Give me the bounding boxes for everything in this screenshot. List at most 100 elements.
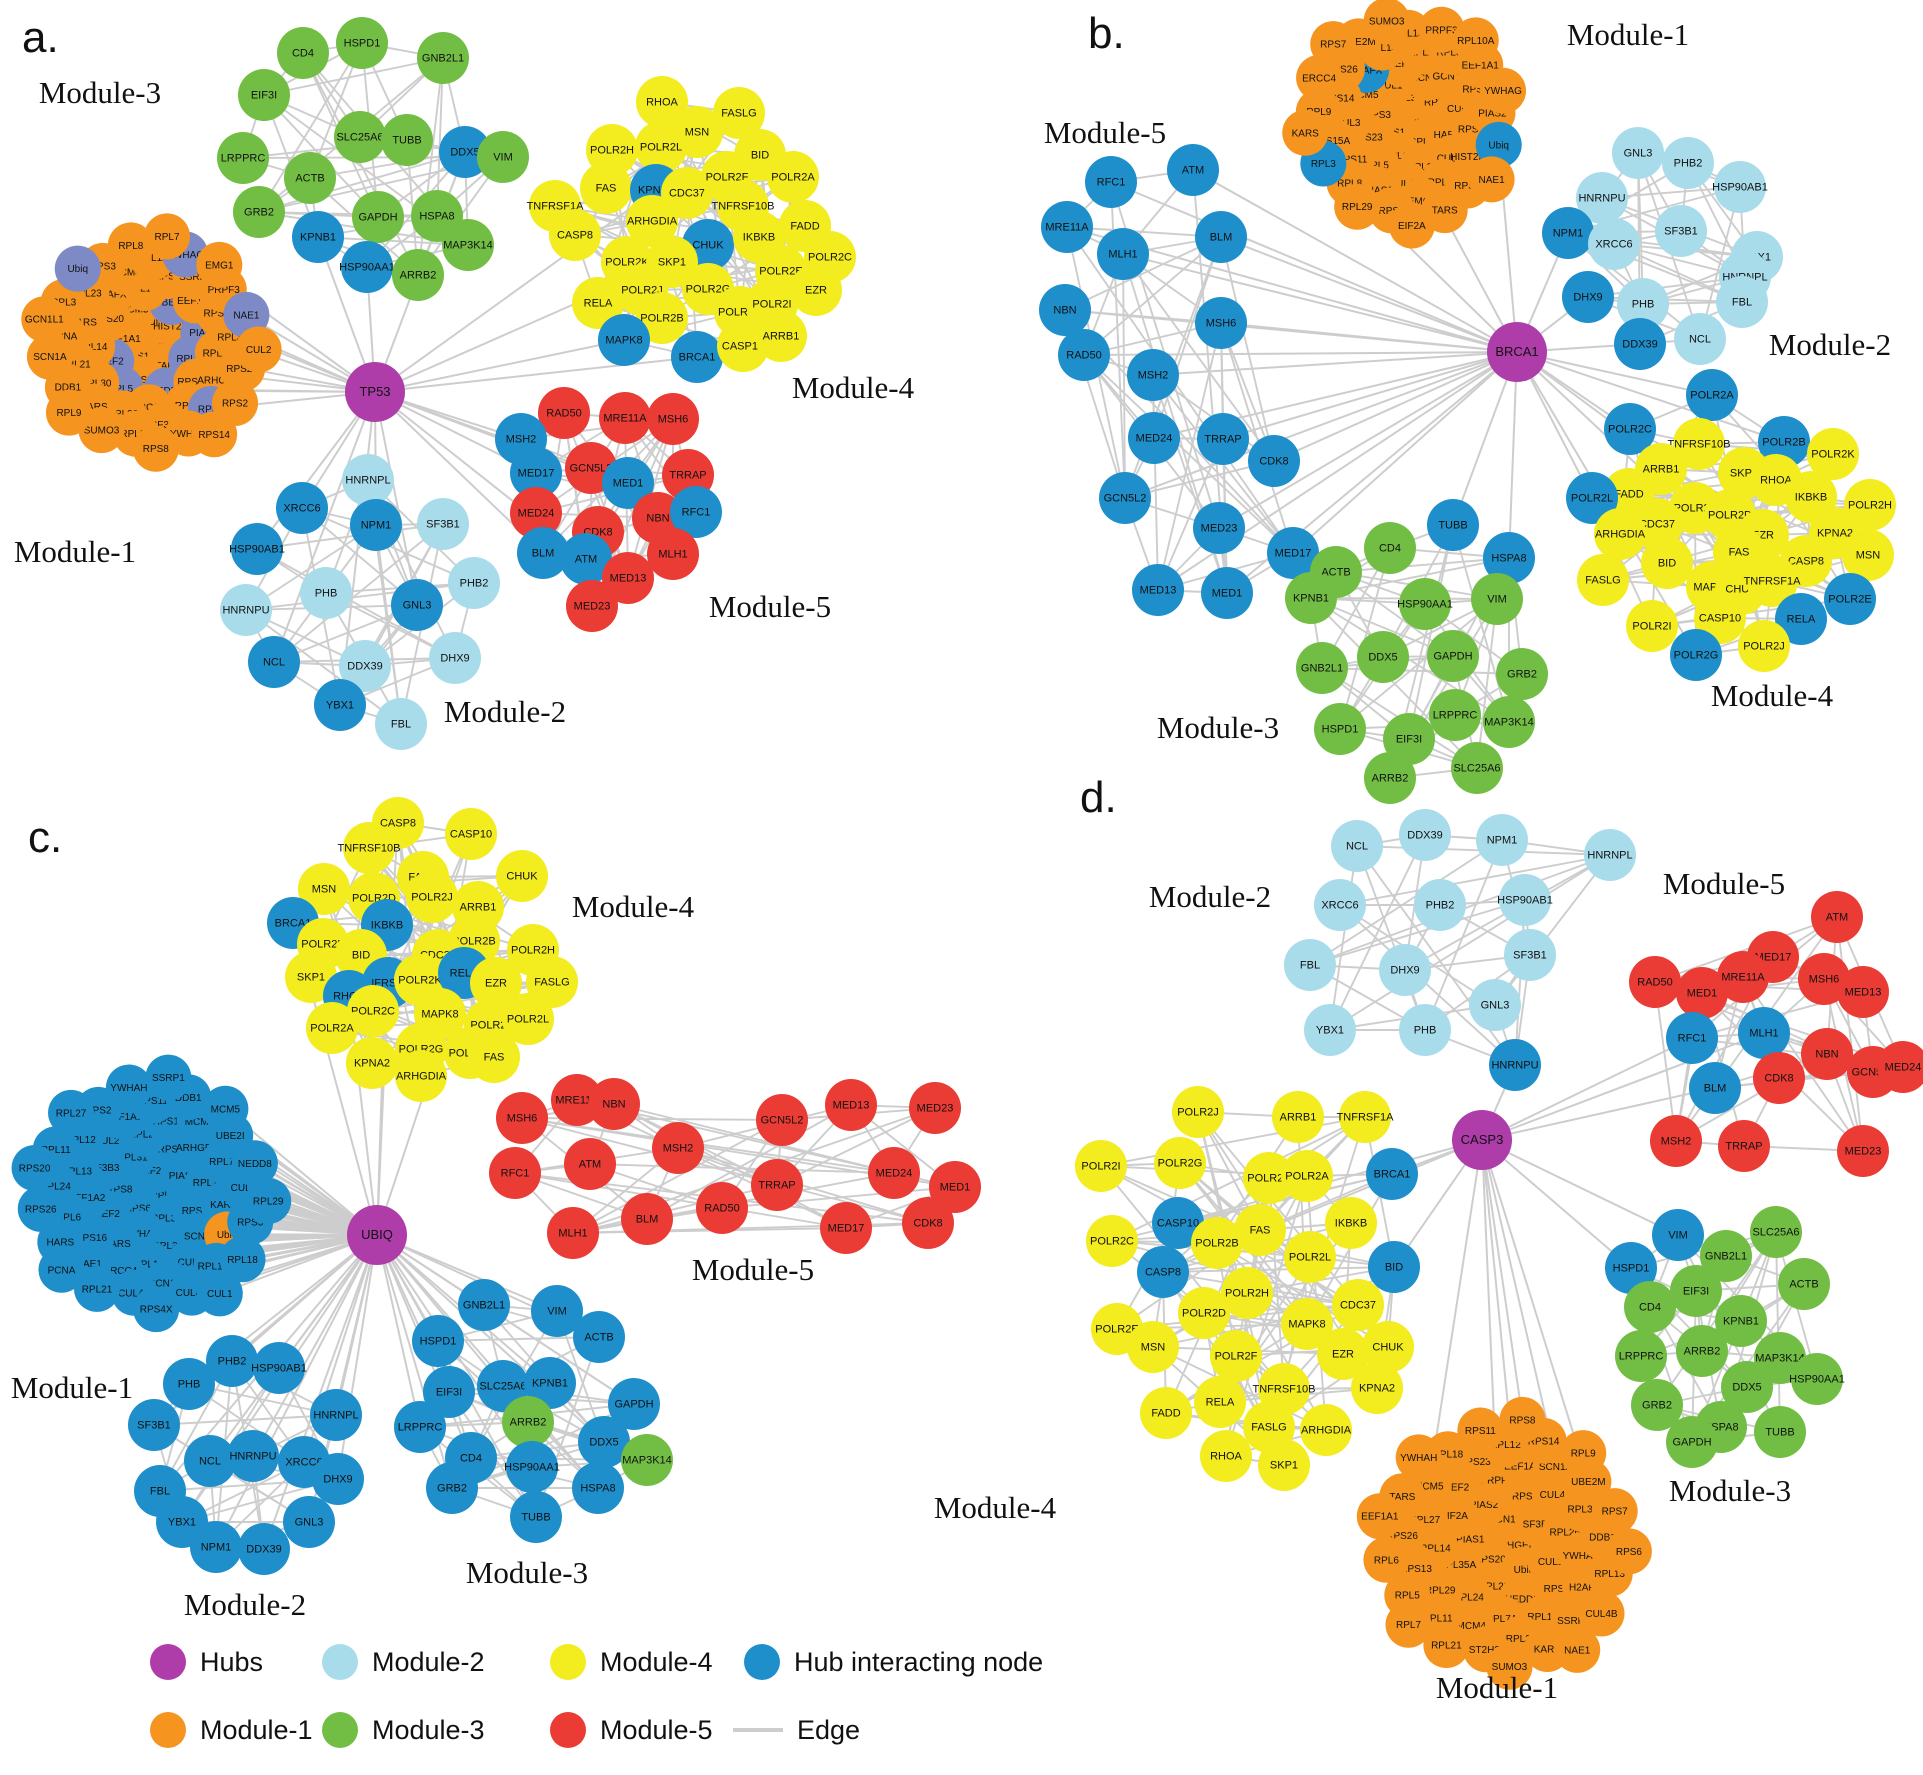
- node-DHX9[interactable]: DHX9: [1379, 944, 1431, 996]
- node-ARRB1[interactable]: ARRB1: [755, 310, 807, 362]
- node-MSN[interactable]: MSN: [1127, 1321, 1179, 1373]
- node-Ubiq[interactable]: Ubiq: [1475, 121, 1522, 168]
- node-POLR2J[interactable]: POLR2J: [1738, 620, 1790, 672]
- node-ATM[interactable]: ATM: [1167, 144, 1219, 196]
- node-MSH2[interactable]: MSH2: [1127, 349, 1179, 401]
- node-XRCC6[interactable]: XRCC6: [1588, 218, 1640, 270]
- node-MED23[interactable]: MED23: [1837, 1125, 1889, 1177]
- node-POLR2L[interactable]: POLR2L: [635, 121, 687, 173]
- node-YWHAH[interactable]: YWHAH: [1395, 1434, 1442, 1481]
- node-MCM5[interactable]: MCM5: [202, 1085, 249, 1132]
- node-FAS[interactable]: FAS: [580, 162, 632, 214]
- node-RPL7[interactable]: RPL7: [144, 213, 191, 260]
- node-ATM[interactable]: ATM: [560, 533, 612, 585]
- node-MLH1[interactable]: MLH1: [547, 1207, 599, 1259]
- node-NCL[interactable]: NCL: [1674, 313, 1726, 365]
- node-TRRAP[interactable]: TRRAP: [1718, 1120, 1770, 1172]
- node-HSP90AA1[interactable]: HSP90AA1: [1397, 578, 1453, 630]
- node-RPL10A[interactable]: RPL10A: [1452, 17, 1499, 64]
- node-NAE1[interactable]: NAE1: [1554, 1626, 1601, 1673]
- node-YBX1[interactable]: YBX1: [314, 679, 366, 731]
- node-RPL29[interactable]: RPL29: [1334, 183, 1381, 230]
- node-GNL3[interactable]: GNL3: [391, 579, 443, 631]
- node-POLR2G[interactable]: POLR2G: [1154, 1137, 1206, 1189]
- node-KPNA2[interactable]: KPNA2: [346, 1037, 398, 1089]
- node-HNRNPL[interactable]: HNRNPL: [342, 454, 394, 506]
- node-BRCA1[interactable]: BRCA1: [671, 331, 723, 383]
- node-NPM1[interactable]: NPM1: [350, 499, 402, 551]
- node-FASLG[interactable]: FASLG: [713, 87, 765, 139]
- node-HSPD1[interactable]: HSPD1: [412, 1315, 464, 1367]
- node-CD4[interactable]: CD4: [1364, 522, 1416, 574]
- node-ARHGDIA[interactable]: ARHGDIA: [395, 1050, 447, 1102]
- node-VIM[interactable]: VIM: [1471, 573, 1523, 625]
- node-BRCA1[interactable]: BRCA1: [1366, 1148, 1418, 1200]
- node-POLR2I[interactable]: POLR2I: [1626, 600, 1678, 652]
- node-RHOA[interactable]: RHOA: [636, 76, 688, 128]
- node-PHB2[interactable]: PHB2: [1662, 137, 1714, 189]
- node-MED13[interactable]: MED13: [1837, 966, 1889, 1018]
- node-VIM[interactable]: VIM: [477, 131, 529, 183]
- node-DDX5[interactable]: DDX5: [439, 126, 491, 178]
- node-EZR[interactable]: EZR: [790, 264, 842, 316]
- node-MRE11A[interactable]: MRE11A: [599, 392, 651, 444]
- node-ARRB2[interactable]: ARRB2: [392, 249, 444, 301]
- node-POLR2D[interactable]: POLR2D: [1178, 1287, 1230, 1339]
- node-NBN[interactable]: NBN: [1801, 1028, 1853, 1080]
- node-RAD50[interactable]: RAD50: [538, 387, 590, 439]
- node-RPS8[interactable]: RPS8: [132, 425, 179, 472]
- node-CASP10[interactable]: CASP10: [445, 808, 497, 860]
- node-BID[interactable]: BID: [1368, 1241, 1420, 1293]
- node-CASP10[interactable]: CASP10: [1694, 592, 1746, 644]
- node-PHB[interactable]: PHB: [1617, 278, 1669, 330]
- hub-UBIQ[interactable]: UBIQ: [347, 1205, 407, 1265]
- node-ATM[interactable]: ATM: [564, 1138, 616, 1190]
- node-RPS7[interactable]: RPS7: [1591, 1488, 1638, 1535]
- node-ACTB[interactable]: ACTB: [284, 152, 336, 204]
- node-DDX39[interactable]: DDX39: [1399, 809, 1451, 861]
- node-CASP8[interactable]: CASP8: [549, 209, 601, 261]
- node-SF3B1[interactable]: SF3B1: [417, 498, 469, 550]
- node-NBN[interactable]: NBN: [1039, 284, 1091, 336]
- node-GRB2[interactable]: GRB2: [233, 186, 285, 238]
- node-RHOA[interactable]: RHOA: [1200, 1430, 1252, 1482]
- node-POLR2H[interactable]: POLR2H: [1844, 479, 1896, 531]
- node-FBL[interactable]: FBL: [375, 698, 427, 750]
- node-ARRB2[interactable]: ARRB2: [1676, 1325, 1728, 1377]
- node-LRPPRC[interactable]: LRPPRC: [217, 132, 269, 184]
- node-DDX5[interactable]: DDX5: [1357, 631, 1409, 683]
- node-BLM[interactable]: BLM: [517, 527, 569, 579]
- node-MED24[interactable]: MED24: [510, 487, 562, 539]
- node-ARRB2[interactable]: ARRB2: [1364, 752, 1416, 804]
- node-MED1[interactable]: MED1: [1201, 567, 1253, 619]
- node-RELA[interactable]: RELA: [1775, 593, 1827, 645]
- node-RPL27[interactable]: RPL27: [48, 1089, 95, 1136]
- node-NAE1[interactable]: NAE1: [223, 291, 270, 338]
- node-KPNB1[interactable]: KPNB1: [292, 211, 344, 263]
- node-FAS[interactable]: FAS: [468, 1031, 520, 1083]
- node-GNL3[interactable]: GNL3: [1612, 127, 1664, 179]
- node-DHX9[interactable]: DHX9: [1562, 271, 1614, 323]
- node-LRPPRC[interactable]: LRPPRC: [1429, 689, 1481, 741]
- node-MED13[interactable]: MED13: [1132, 564, 1184, 616]
- node-RFC1[interactable]: RFC1: [1666, 1012, 1718, 1064]
- node-MED17[interactable]: MED17: [1267, 527, 1319, 579]
- node-MSH2[interactable]: MSH2: [652, 1122, 704, 1174]
- node-MSH6[interactable]: MSH6: [496, 1092, 548, 1144]
- node-POLR2C[interactable]: POLR2C: [1604, 403, 1656, 455]
- node-CDK8[interactable]: CDK8: [1248, 435, 1300, 487]
- node-POLR2A[interactable]: POLR2A: [767, 151, 819, 203]
- node-HSP90AB1[interactable]: HSP90AB1: [229, 523, 285, 575]
- node-RPS6[interactable]: RPS6: [1605, 1528, 1652, 1575]
- node-GNL3[interactable]: GNL3: [283, 1496, 335, 1548]
- node-TNFRSF10B[interactable]: TNFRSF10B: [1668, 418, 1731, 470]
- node-RPS14[interactable]: RPS14: [191, 411, 238, 458]
- node-DHX9[interactable]: DHX9: [312, 1453, 364, 1505]
- node-CD4[interactable]: CD4: [277, 27, 329, 79]
- node-RPS4X[interactable]: RPS4X: [133, 1286, 180, 1333]
- node-MAP3K14[interactable]: MAP3K14: [1483, 696, 1535, 748]
- node-MAP3K14[interactable]: MAP3K14: [442, 219, 494, 271]
- node-MED24[interactable]: MED24: [1128, 412, 1180, 464]
- node-NPM1[interactable]: NPM1: [1542, 207, 1594, 259]
- node-GRB2[interactable]: GRB2: [426, 1462, 478, 1514]
